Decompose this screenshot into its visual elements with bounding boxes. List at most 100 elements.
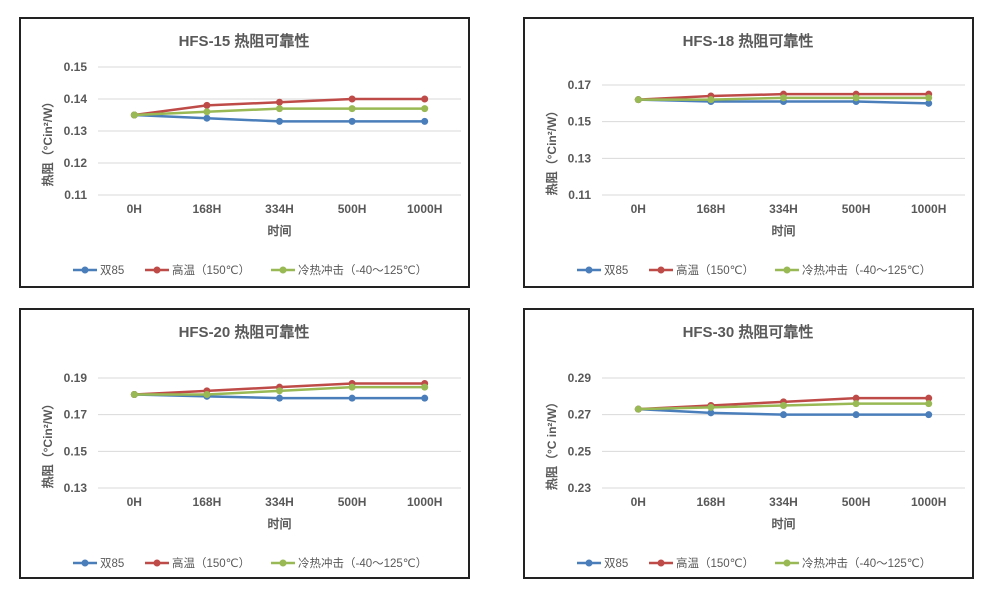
- x-axis-label: 时间: [267, 516, 291, 531]
- data-point: [348, 383, 356, 391]
- x-tick-label: 168H: [193, 202, 222, 216]
- chart-hfs-20: HFS-20 热阻可靠性 0.13 0.15 0.17 0.19 0H 168H 334H 50…: [19, 308, 470, 579]
- legend-label: 双85: [100, 557, 124, 570]
- data-point: [852, 400, 860, 408]
- legend-label: 冷热冲击（-40～125℃）: [802, 263, 931, 277]
- y-tick-label: 0.11: [64, 188, 87, 202]
- data-point: [203, 391, 211, 398]
- data-point: [925, 394, 933, 402]
- chart-svg: HFS-15 热阻可靠性 0.11 0.12 0.13 0.14 0.15 0H 168H 33…: [40, 32, 461, 277]
- data-point: [852, 394, 860, 402]
- x-axis-label: 时间: [771, 223, 795, 238]
- data-point: [348, 95, 356, 103]
- data-point: [276, 394, 283, 402]
- y-tick-label: 0.29: [568, 371, 592, 385]
- data-point: [348, 117, 356, 125]
- x-tick-label: 334H: [769, 202, 798, 216]
- chart-svg: HFS-30 热阻可靠性 0.23 0.25 0.27 0.29 0H 168H 334H 50…: [544, 323, 965, 570]
- legend-label: 双85: [604, 264, 628, 277]
- data-point: [348, 105, 356, 113]
- data-point: [203, 108, 211, 116]
- data-point: [925, 94, 933, 102]
- data-point: [421, 95, 429, 103]
- data-point: [707, 409, 715, 417]
- legend-marker: [279, 559, 287, 567]
- x-tick-label: 334H: [769, 495, 798, 509]
- x-tick-label: 334H: [265, 202, 294, 216]
- legend-marker: [81, 559, 89, 567]
- data-point: [130, 111, 138, 119]
- chart-hfs-15: HFS-15 热阻可靠性 0.11 0.12 0.13 0.14 0.15 0H 168H 33…: [19, 17, 470, 288]
- x-tick-label: 500H: [842, 495, 871, 509]
- x-tick-label: 168H: [697, 495, 726, 509]
- legend-marker: [657, 559, 665, 567]
- data-point: [780, 411, 787, 419]
- legend-marker: [783, 266, 791, 274]
- chart-hfs-18: HFS-18 热阻可靠性 0.11 0.13 0.15 0.17 0H 168H 334H 50…: [523, 17, 974, 288]
- legend-label: 冷热冲击（-40～125℃）: [298, 263, 427, 277]
- y-tick-label: 0.11: [568, 188, 591, 202]
- legend-marker: [783, 559, 791, 567]
- x-axis-label: 时间: [771, 516, 795, 531]
- y-axis-label: 热阻（°C in²/W）: [544, 396, 559, 490]
- chart-svg: HFS-18 热阻可靠性 0.11 0.13 0.15 0.17 0H 168H 334H 50…: [544, 32, 965, 277]
- data-point: [925, 400, 933, 408]
- x-tick-label: 500H: [842, 202, 871, 216]
- data-point: [780, 94, 787, 102]
- data-point: [852, 94, 860, 102]
- legend-label: 高温（150℃）: [676, 556, 754, 570]
- legend-marker: [585, 266, 593, 274]
- y-tick-label: 0.13: [64, 124, 88, 138]
- data-point: [421, 394, 429, 402]
- data-point: [852, 411, 860, 419]
- y-tick-label: 0.13: [568, 151, 592, 165]
- x-tick-label: 0H: [127, 202, 142, 216]
- data-point: [634, 96, 642, 104]
- x-axis-label: 时间: [267, 223, 291, 238]
- legend-marker: [153, 559, 161, 567]
- data-point: [421, 105, 429, 113]
- data-point: [780, 402, 787, 409]
- y-tick-label: 0.15: [64, 444, 88, 458]
- data-point: [276, 98, 283, 106]
- legend-label: 高温（150℃）: [172, 263, 250, 277]
- y-tick-label: 0.15: [568, 115, 592, 129]
- legend-label: 冷热冲击（-40～125℃）: [802, 556, 931, 570]
- y-axis-label: 热阻（°Cin²/W）: [544, 105, 559, 196]
- chart-hfs-30: HFS-30 热阻可靠性 0.23 0.25 0.27 0.29 0H 168H 334H 50…: [523, 308, 974, 579]
- x-tick-label: 1000H: [911, 202, 946, 216]
- chart-title: HFS-15 热阻可靠性: [179, 32, 310, 50]
- data-point: [348, 394, 356, 402]
- y-tick-label: 0.12: [64, 156, 88, 170]
- y-tick-label: 0.19: [64, 371, 88, 385]
- y-tick-label: 0.13: [64, 481, 88, 495]
- legend-label: 双85: [100, 264, 124, 277]
- legend-label: 双85: [604, 557, 628, 570]
- y-axis-label: 热阻（°Cin²/W）: [40, 96, 55, 187]
- x-tick-label: 168H: [697, 202, 726, 216]
- legend-marker: [279, 266, 287, 274]
- x-tick-label: 1000H: [911, 495, 946, 509]
- y-tick-label: 0.27: [568, 408, 592, 422]
- legend-label: 高温（150℃）: [676, 263, 754, 277]
- legend-marker: [153, 266, 161, 274]
- x-tick-label: 500H: [338, 202, 367, 216]
- chart-title: HFS-20 热阻可靠性: [179, 323, 310, 341]
- chart-title: HFS-30 热阻可靠性: [683, 323, 814, 341]
- data-point: [707, 403, 715, 411]
- data-point: [925, 99, 933, 107]
- legend-marker: [585, 559, 593, 567]
- data-point: [634, 405, 642, 413]
- chart-svg: HFS-20 热阻可靠性 0.13 0.15 0.17 0.19 0H 168H 334H 50…: [40, 323, 461, 570]
- x-tick-label: 0H: [631, 202, 646, 216]
- x-tick-label: 168H: [193, 495, 222, 509]
- data-point: [707, 96, 715, 104]
- y-tick-label: 0.15: [64, 60, 88, 74]
- chart-title: HFS-18 热阻可靠性: [683, 32, 814, 50]
- y-tick-label: 0.14: [64, 92, 88, 106]
- data-point: [130, 391, 138, 398]
- y-tick-label: 0.17: [64, 408, 88, 422]
- legend-label: 冷热冲击（-40～125℃）: [298, 556, 427, 570]
- data-point: [276, 105, 283, 113]
- y-tick-label: 0.25: [568, 444, 592, 458]
